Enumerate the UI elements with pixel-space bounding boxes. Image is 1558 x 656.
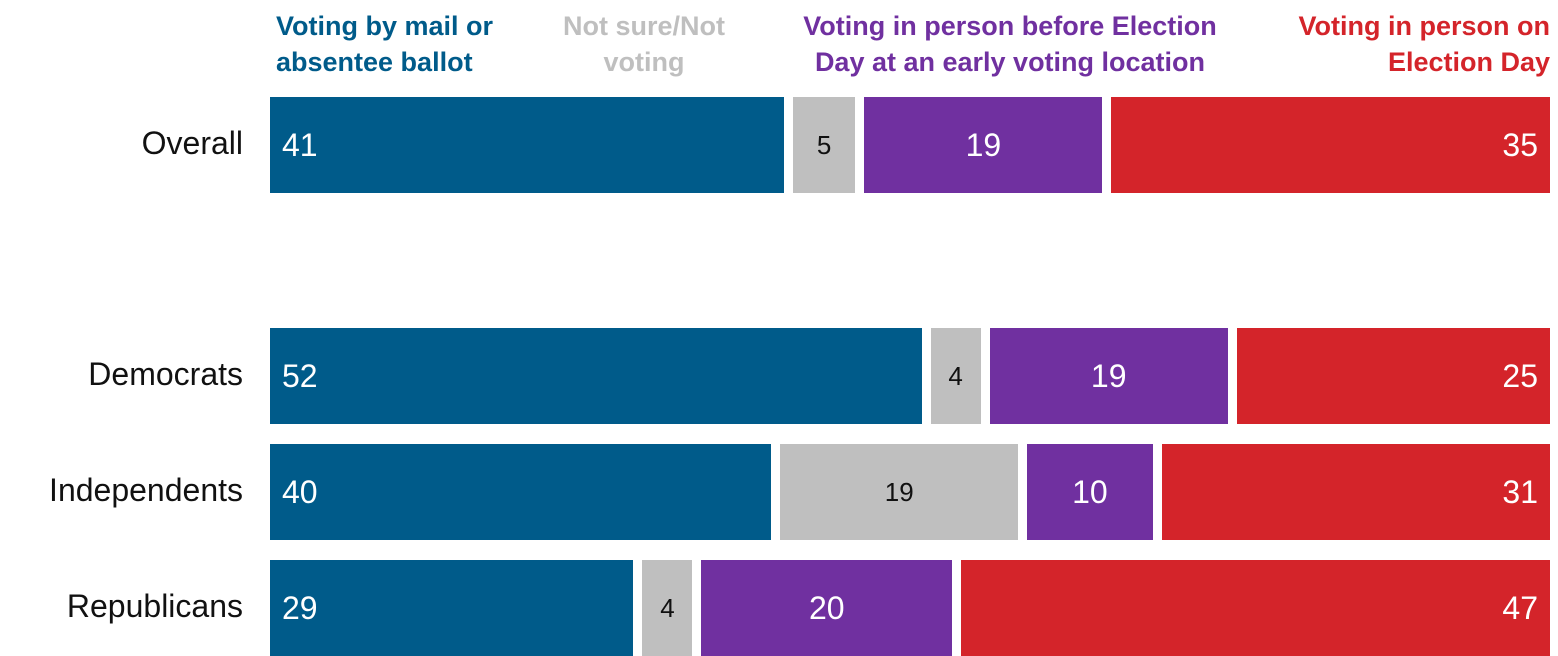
data-label: 10 [1072,474,1108,510]
bar-segment [989,328,1228,424]
legend-label-2: Not sure/Not voting [563,8,725,80]
legend-label-4: Voting in person on Election Day [1299,8,1550,80]
data-label: 47 [1502,590,1538,626]
legend-label-1: Voting by mail or absentee ballot [276,8,493,80]
legend-label-line: Voting in person before Election [803,11,1217,41]
row-label: Democrats [88,356,243,392]
data-label: 29 [282,590,318,626]
data-label: 19 [884,477,914,507]
bar-segment [792,97,856,193]
bar-segment [270,444,772,540]
legend-label-line: Voting by mail or [276,11,494,41]
data-label: 35 [1502,127,1538,163]
bar-segment [1161,444,1550,540]
legend-label-line: absentee ballot [276,47,473,77]
bar-segment [930,328,981,424]
legend-label-3: Voting in person before Election Day at a… [803,8,1217,80]
bar-segment [642,560,693,656]
bar-segment [701,560,953,656]
data-label: 4 [660,593,675,623]
row-label: Independents [49,472,243,508]
bar-segment [864,97,1103,193]
bar-segment [270,97,784,193]
row-label: Republicans [66,588,243,624]
legend-label-line: Day at an early voting location [814,47,1206,77]
row-label: Overall [141,125,243,161]
legend-label-line: Election Day [1387,47,1550,77]
data-label: 52 [282,358,318,394]
data-label: 31 [1502,474,1538,510]
bar-segment [1111,97,1550,193]
legend-label-line: Voting in person on [1298,11,1550,41]
bar-segment [1236,328,1550,424]
data-label: 4 [948,361,963,391]
data-label: 20 [808,590,845,626]
bar-segment [1027,444,1153,540]
data-label: 19 [1090,358,1127,394]
bar-segment [270,560,634,656]
data-label: 40 [282,474,318,510]
bar-segment [270,328,922,424]
data-label: 41 [282,127,318,163]
bar-segment [961,560,1550,656]
data-label: 25 [1502,358,1538,394]
data-label: 5 [816,130,832,160]
legend-label-line: voting [603,47,685,77]
legend-label-line: Not sure/Not [563,11,725,41]
bar-segment [780,444,1019,540]
data-label: 19 [965,127,1002,163]
